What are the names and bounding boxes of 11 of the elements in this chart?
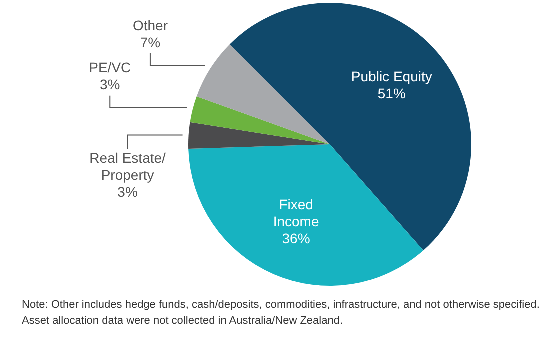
- data-label: 3%: [118, 184, 138, 200]
- data-label: 7%: [140, 34, 161, 50]
- slice-label: Public Equity: [351, 68, 432, 85]
- data-label: 36%: [282, 230, 310, 246]
- slice-label: PE/VC: [89, 60, 132, 76]
- slice-label: Other: [132, 17, 168, 34]
- text: Note: Other includes hedge funds, cash/deposits, commodities, infrastructure, and not otherwise specified. Asset allocation data were not collected in Australia/New Zealand.: [22, 298, 541, 329]
- slice-label: Fixed Income: [273, 196, 320, 230]
- data-label: 51%: [378, 86, 406, 102]
- data-label: 3%: [100, 76, 120, 93]
- slice-label: Real Estate/ Property: [90, 150, 166, 184]
